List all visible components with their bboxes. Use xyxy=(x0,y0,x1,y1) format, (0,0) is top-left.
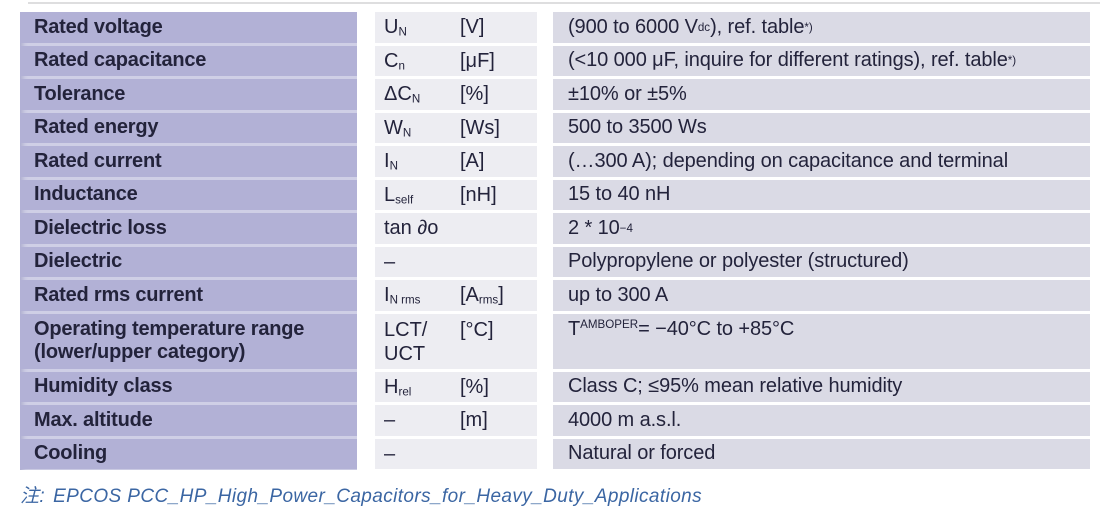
unit-label: [nH] xyxy=(460,183,497,206)
symbol-unit-cell: Lself [nH] xyxy=(375,179,537,210)
param-label: Rated capacitance xyxy=(34,49,207,72)
source-reference: EPCOS PCC_HP_High_Power_Capacitors_for_H… xyxy=(53,486,703,507)
table-row: Rated capacitance Cn [μF] (<10 000 μF, inqu… xyxy=(20,45,1090,76)
table-row: Humidity class Hrel [%] Class C; ≤95% mean … xyxy=(20,371,1090,402)
param-label: Operating temperature range xyxy=(34,317,305,340)
symbol-label: LCT/UCT xyxy=(384,318,428,365)
symbol-label: Lself xyxy=(384,183,414,207)
symbol-unit-cell: Cn [μF] xyxy=(375,45,537,76)
param-label: Max. altitude xyxy=(34,408,153,431)
table-row: Dielectric – Polypropylene or polyester (s… xyxy=(20,246,1090,277)
param-cell: Rated rms current xyxy=(20,280,357,311)
param-cell: Cooling xyxy=(20,438,357,469)
table-row: Rated rms current IN rms [Arms] up to 300 A xyxy=(20,280,1090,311)
table-row: Operating temperature range (lower/upper … xyxy=(20,313,1090,369)
symbol-label: tan ∂o xyxy=(384,217,439,240)
symbol-unit-cell: ΔCN [%] xyxy=(375,79,537,110)
unit-label: [Arms] xyxy=(460,284,504,307)
param-label: Tolerance xyxy=(34,82,126,105)
value-cell: Natural or forced xyxy=(553,438,1090,469)
note-label: 注: xyxy=(20,486,46,507)
param-cell: Humidity class xyxy=(20,371,357,402)
unit-label: [°C] xyxy=(460,318,494,341)
param-label: Inductance xyxy=(34,183,138,206)
unit-label: [μF] xyxy=(460,49,495,72)
param-cell: Dielectric xyxy=(20,246,357,277)
symbol-unit-cell: WN [Ws] xyxy=(375,112,537,143)
param-cell: Inductance xyxy=(20,179,357,210)
value-cell: 15 to 40 nH xyxy=(553,179,1090,210)
param-cell: Operating temperature range (lower/upper … xyxy=(20,313,357,369)
value-cell: (<10 000 μF, inquire for different ratin… xyxy=(553,45,1090,76)
value-cell: 4000 m a.s.l. xyxy=(553,405,1090,436)
param-cell: Dielectric loss xyxy=(20,213,357,244)
table-row: Max. altitude – [m] 4000 m a.s.l. xyxy=(20,405,1090,436)
param-label: Rated energy xyxy=(34,116,159,139)
param-label: Rated rms current xyxy=(34,283,203,306)
symbol-label: ΔCN xyxy=(384,83,421,106)
value-cell: T AMBOPER = −40°C to +85°C xyxy=(553,313,1090,369)
param-label: Dielectric xyxy=(34,250,123,273)
value-cell: Class C; ≤95% mean relative humidity xyxy=(553,371,1090,402)
value-cell: 2 * 10 −4 xyxy=(553,213,1090,244)
value-cell: ±10% or ±5% xyxy=(553,79,1090,110)
symbol-label: – xyxy=(384,409,396,432)
symbol-label: – xyxy=(384,250,396,273)
symbol-label: Cn xyxy=(384,49,405,73)
table-row: Dielectric loss tan ∂o 2 * 10 −4 xyxy=(20,213,1090,244)
table-row: Tolerance ΔCN [%] ±10% or ±5% xyxy=(20,79,1090,110)
top-divider xyxy=(28,2,1100,4)
param-cell: Max. altitude xyxy=(20,405,357,436)
value-cell: up to 300 A xyxy=(553,280,1090,311)
param-label: Dielectric loss xyxy=(34,216,167,239)
param-label: Humidity class xyxy=(34,375,173,398)
unit-label: [m] xyxy=(460,409,488,432)
symbol-label: IN rms xyxy=(384,284,421,307)
unit-label: [A] xyxy=(460,150,485,173)
symbol-unit-cell: LCT/UCT [°C] xyxy=(375,313,537,369)
symbol-unit-cell: – xyxy=(375,438,537,469)
table-row: Rated energy WN [Ws] 500 to 3500 Ws xyxy=(20,112,1090,143)
unit-label: [Ws] xyxy=(460,116,500,139)
source-note: 注: EPCOS PCC_HP_High_Power_Capacitors_for… xyxy=(20,481,702,508)
symbol-unit-cell: tan ∂o xyxy=(375,213,537,244)
value-cell: Polypropylene or polyester (structured) xyxy=(553,246,1090,277)
unit-label: [%] xyxy=(460,375,489,398)
table-row: Inductance Lself [nH] 15 to 40 nH xyxy=(20,179,1090,210)
param-label-line2: (lower/upper category) xyxy=(34,340,246,363)
symbol-unit-cell: UN [V] xyxy=(375,12,537,43)
param-label: Rated voltage xyxy=(34,15,163,38)
symbol-unit-cell: – xyxy=(375,246,537,277)
symbol-label: IN xyxy=(384,150,398,173)
symbol-unit-cell: – [m] xyxy=(375,405,537,436)
param-cell: Tolerance xyxy=(20,79,357,110)
symbol-label: UN xyxy=(384,16,407,39)
unit-label: [V] xyxy=(460,16,485,39)
param-label: Rated current xyxy=(34,149,162,172)
symbol-unit-cell: IN [A] xyxy=(375,146,537,177)
table-row: Rated current IN [A] (…300 A); depending on… xyxy=(20,146,1090,177)
param-cell: Rated voltage xyxy=(20,12,357,43)
unit-label: [%] xyxy=(460,83,489,106)
symbol-label: Hrel xyxy=(384,375,412,399)
symbol-label: WN xyxy=(384,116,412,140)
param-label: Cooling xyxy=(34,442,108,465)
value-cell: (…300 A); depending on capacitance and t… xyxy=(553,146,1090,177)
symbol-unit-cell: IN rms [Arms] xyxy=(375,280,537,311)
param-cell: Rated capacitance xyxy=(20,45,357,76)
symbol-unit-cell: Hrel [%] xyxy=(375,371,537,402)
param-cell: Rated current xyxy=(20,146,357,177)
table-row: Cooling – Natural or forced xyxy=(20,438,1090,469)
symbol-label: – xyxy=(384,442,396,465)
value-cell: 500 to 3500 Ws xyxy=(553,112,1090,143)
param-cell: Rated energy xyxy=(20,112,357,143)
